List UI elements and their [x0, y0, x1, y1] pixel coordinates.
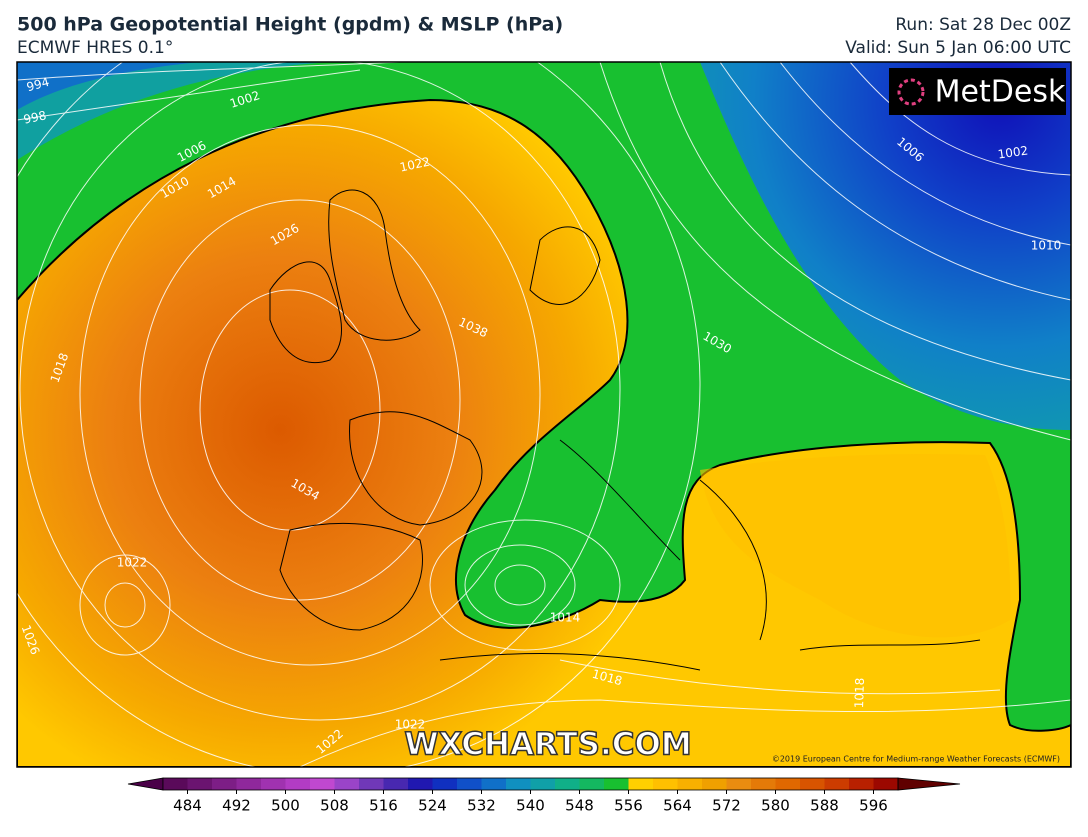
title: 500 hPa Geopotential Height (gpdm) & MSL… — [17, 14, 563, 36]
colorbar-tick-label: 500 — [271, 797, 300, 815]
colorbar-tick-label: 588 — [810, 797, 839, 815]
colorbar-tick-label: 572 — [712, 797, 741, 815]
colorbar-tick-label: 548 — [565, 797, 594, 815]
contour-label: 1022 — [395, 718, 426, 732]
colorbar-swatch — [702, 778, 727, 790]
colorbar-swatch — [383, 778, 409, 790]
colorbar-swatch — [775, 778, 801, 790]
colorbar-tick-label: 540 — [516, 797, 545, 815]
cold-region-west-core — [17, 62, 200, 110]
colorbar-swatch — [873, 778, 899, 790]
coastlines — [269, 189, 981, 671]
subtitle: ECMWF HRES 0.1° — [17, 38, 173, 58]
contour-label: 1022 — [117, 556, 148, 570]
contour-label: 994 — [25, 75, 51, 94]
colorbar-swatch — [187, 778, 213, 790]
colorbar-swatch — [163, 778, 188, 790]
colorbar-swatch — [824, 778, 850, 790]
colorbar-swatch — [506, 778, 531, 790]
contour-label: 1002 — [997, 143, 1029, 161]
colorbar-swatch — [334, 778, 360, 790]
colorbar-swatch — [677, 778, 703, 790]
colorbar-tick-label: 508 — [320, 797, 349, 815]
colorbar-swatch — [653, 778, 678, 790]
colorbar: 484 492 500 508 516 524 532 540 548 556 564 572 580 5… — [127, 777, 961, 815]
height-552-region — [17, 98, 1071, 767]
cold-region-west — [17, 62, 330, 160]
map: MetDesk WXCHARTS.COM ©2019 European Cent… — [17, 62, 1071, 767]
colorbar-tick-label: 532 — [467, 797, 496, 815]
colorbar-swatch — [849, 778, 874, 790]
colorbar-swatch — [310, 778, 335, 790]
logo-box — [889, 68, 1066, 115]
isobars — [17, 62, 1071, 767]
watermark: WXCHARTS.COM — [404, 727, 691, 763]
colorbar-swatch — [726, 778, 752, 790]
colorbar-swatch — [212, 778, 237, 790]
colorbar-swatch — [530, 778, 556, 790]
colorbar-swatch — [261, 778, 286, 790]
colorbar-tick-label: 492 — [222, 797, 251, 815]
colorbar-swatch — [432, 778, 458, 790]
colorbar-tick-label: 580 — [761, 797, 790, 815]
warm-region-east — [700, 453, 1011, 638]
contour-label: 1018 — [852, 677, 867, 708]
colorbar-swatch — [236, 778, 262, 790]
colorbar-tick-label: 484 — [173, 797, 202, 815]
colorbar-swatch — [285, 778, 311, 790]
colorbar-swatch — [555, 778, 580, 790]
colorbar-swatch — [481, 778, 507, 790]
logo-text: MetDesk — [935, 75, 1066, 110]
contour-label: 1022 — [399, 154, 432, 174]
map-frame — [16, 61, 1072, 768]
colorbar-swatch — [628, 778, 654, 790]
colorbar-tick-label: 556 — [614, 797, 643, 815]
copyright: ©2019 European Centre for Medium-range W… — [772, 755, 1060, 764]
run-time: Run: Sat 28 Dec 00Z — [895, 15, 1071, 35]
colorbar-tick-label: 564 — [663, 797, 692, 815]
colorbar-tick-label: 516 — [369, 797, 398, 815]
logo-icon — [897, 78, 925, 106]
colorbar-swatch — [579, 778, 605, 790]
colorbar-swatch — [604, 778, 629, 790]
colorbar-swatch — [359, 778, 384, 790]
colorbar-swatch — [457, 778, 482, 790]
colorbar-tick-label: 524 — [418, 797, 447, 815]
cold-region-east — [700, 62, 1071, 430]
colorbar-over — [897, 777, 961, 791]
colorbar-under — [127, 777, 164, 791]
colorbar-swatch — [800, 778, 825, 790]
colorbar-swatch — [408, 778, 433, 790]
valid-time: Valid: Sun 5 Jan 06:00 UTC — [845, 38, 1071, 58]
contour-label: 1010 — [1031, 239, 1062, 253]
contour-label: 998 — [22, 108, 47, 126]
contour-label: 1014 — [550, 611, 581, 625]
colorbar-swatch — [751, 778, 776, 790]
colorbar-tick-label: 596 — [859, 797, 888, 815]
